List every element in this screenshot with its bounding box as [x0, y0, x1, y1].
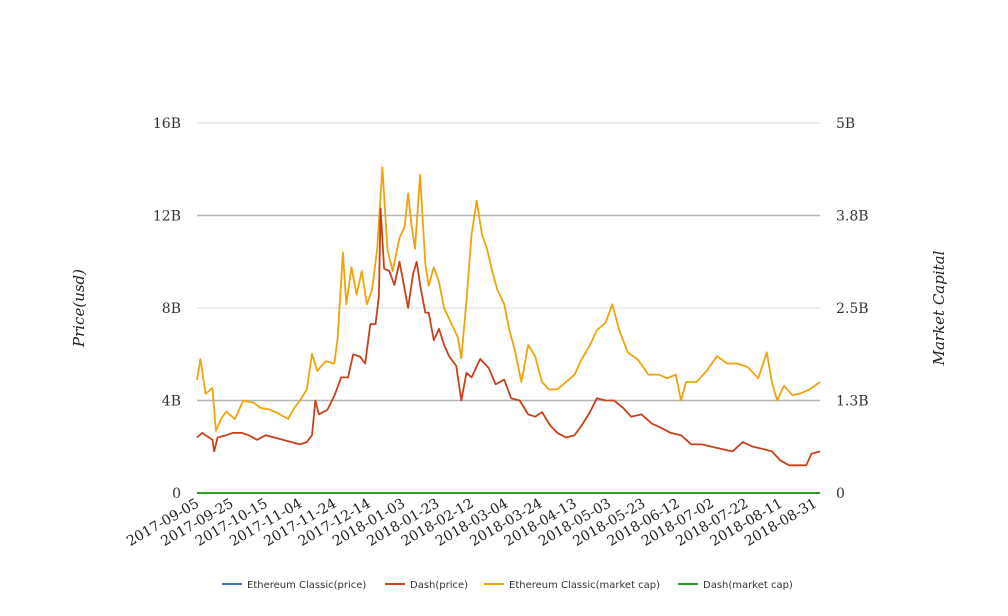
y2-axis-title: Market Capital	[930, 250, 948, 366]
y2-tick-label: 5B	[836, 116, 855, 132]
y-tick-label: 4B	[162, 394, 181, 410]
legend-item: Dash(price)	[385, 580, 468, 591]
y2-tick-label: 2.5B	[836, 301, 869, 317]
y2-tick-label: 3.8B	[836, 209, 869, 225]
series-line	[196, 166, 821, 432]
legend-label: Ethereum Classic(price)	[247, 580, 366, 591]
series-lines	[196, 166, 821, 494]
y-axis-title: Price(usd)	[70, 269, 88, 348]
legend-label: Dash(price)	[410, 580, 468, 591]
right-y-axis: 0 1.3B 2.5B 3.8B 5B	[836, 116, 869, 502]
legend-item: Ethereum Classic(market cap)	[484, 580, 660, 591]
left-y-axis: 0 4B 8B 12B 16B	[153, 116, 181, 502]
gridlines	[197, 122, 820, 402]
x-axis: 2017-09-052017-09-252017-10-152017-11-04…	[124, 496, 820, 550]
legend-item: Dash(market cap)	[678, 580, 793, 591]
legend-label: Dash(market cap)	[703, 580, 793, 591]
y-tick-label: 8B	[162, 301, 181, 317]
y-tick-label: 16B	[153, 116, 181, 132]
legend-item: Ethereum Classic(price)	[222, 580, 366, 591]
legend: Ethereum Classic(price) Dash(price) Ethere…	[222, 580, 793, 591]
y-tick-label: 0	[172, 486, 181, 502]
y2-tick-label: 0	[836, 486, 845, 502]
y2-tick-label: 1.3B	[836, 394, 869, 410]
y-tick-label: 12B	[153, 209, 181, 225]
legend-label: Ethereum Classic(market cap)	[509, 580, 660, 591]
series-line	[196, 207, 821, 467]
